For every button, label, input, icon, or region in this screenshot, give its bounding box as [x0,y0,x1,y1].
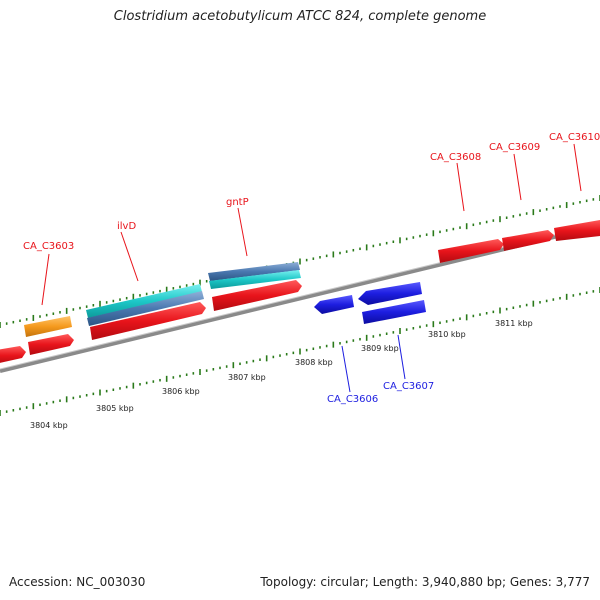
gene-label[interactable]: CA_C3608 [430,152,481,163]
gene-label[interactable]: CA_C3603 [23,241,74,252]
map-title: Clostridium acetobutylicum ATCC 824, com… [113,9,487,24]
leader-line [341,345,351,393]
forward-genes [0,220,600,365]
tick-label: 3804 kbp [30,421,68,430]
feature-steel[interactable] [87,291,204,326]
gene-arrow-reverse[interactable] [314,295,354,314]
leader-line [397,334,406,380]
gene-label[interactable]: CA_C3606 [327,394,378,405]
gene-arrow-forward[interactable] [212,280,302,311]
gene-arrow-reverse[interactable] [358,282,422,305]
feature-orange[interactable] [24,316,72,337]
gene-arrow-forward[interactable] [90,302,206,340]
gene-label[interactable]: gntP [226,197,249,208]
gene-label[interactable]: CA_C3607 [383,381,434,392]
gene-arrow-forward[interactable] [28,334,74,355]
gene-label[interactable]: ilvD [117,221,136,232]
backbone-line [0,224,600,373]
leader-line [573,143,582,192]
gene-label[interactable]: CA_C3610 [549,132,600,143]
inner-tick-track [0,287,600,416]
tick-label: 3806 kbp [162,387,200,396]
tick-label: 3811 kbp [495,319,533,328]
tick-label: 3810 kbp [428,330,466,339]
feature-cyan[interactable] [209,270,301,289]
gene-arrow-forward[interactable] [438,239,504,263]
leader-line [237,207,248,257]
feature-steel[interactable] [208,262,300,281]
leader-line [456,162,465,212]
tick-label: 3807 kbp [228,373,266,382]
gene-arrow-reverse[interactable] [362,300,426,324]
leader-line [513,153,522,201]
leader-line [41,253,50,306]
tick-label: 3808 kbp [295,358,333,367]
outer-tick-track [0,195,600,328]
reverse-genes [314,282,426,324]
genome-summary-text: Topology: circular; Length: 3,940,880 bp… [260,575,590,589]
gene-label[interactable]: CA_C3609 [489,142,540,153]
gene-arrow-forward[interactable] [0,346,26,365]
label-leaders [41,143,582,393]
accession-text: Accession: NC_003030 [9,575,146,589]
feature-track [24,262,301,337]
gene-arrow-forward[interactable] [502,230,554,251]
tick-label: 3809 kbp [361,344,399,353]
tick-label: 3805 kbp [96,404,134,413]
tick-labels: 3804 kbp 3805 kbp 3806 kbp 3807 kbp 3808… [30,319,533,430]
gene-labels: CA_C3603 ilvD gntP CA_C3608 CA_C3609 CA_… [23,132,600,405]
feature-cyan[interactable] [86,284,202,318]
leader-line [120,231,139,282]
gene-arrow-forward[interactable] [554,220,600,241]
